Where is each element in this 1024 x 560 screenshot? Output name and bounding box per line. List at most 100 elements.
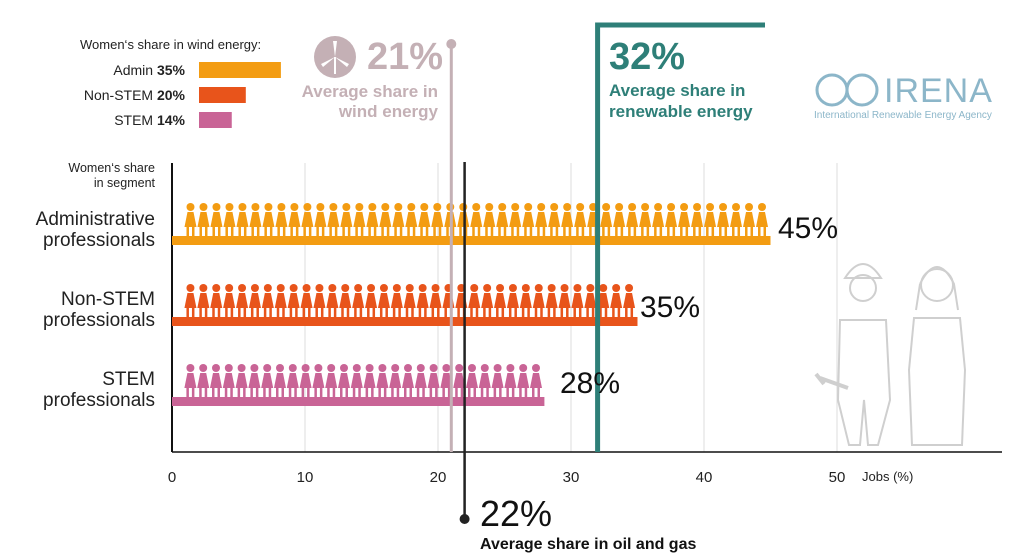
person-leg — [224, 388, 228, 398]
person-leg — [230, 308, 234, 318]
person-leg — [457, 308, 460, 318]
person-leg — [307, 388, 310, 398]
person-body — [457, 212, 470, 227]
person-leg — [490, 227, 494, 237]
person-leg — [365, 388, 369, 398]
person-head — [316, 203, 325, 211]
person-leg — [566, 308, 569, 318]
person-leg — [191, 227, 195, 237]
person-leg — [282, 308, 285, 318]
person-head — [732, 203, 741, 211]
wrench-icon — [814, 372, 849, 390]
category-label-line: professionals — [43, 230, 155, 251]
person-body — [481, 293, 494, 308]
person-leg — [685, 227, 689, 237]
person-leg — [352, 388, 356, 398]
person-leg — [420, 227, 423, 237]
person-body — [626, 212, 639, 227]
person-head — [532, 364, 540, 372]
wind-average-line2: wind energy — [338, 102, 438, 121]
person-head — [342, 203, 351, 211]
person-body — [210, 212, 223, 227]
person-leg — [199, 388, 202, 398]
person-head — [599, 284, 608, 292]
person-head — [340, 364, 348, 372]
category-label-line: Administrative — [35, 209, 155, 230]
woman-head-icon — [920, 268, 954, 302]
person-head — [612, 284, 621, 292]
person-leg — [367, 308, 370, 318]
person-leg — [411, 308, 414, 318]
person-leg — [540, 308, 543, 318]
person-body — [678, 212, 691, 227]
person-leg — [468, 388, 471, 398]
person-head — [277, 203, 286, 211]
person-leg — [524, 227, 527, 237]
person-body — [506, 293, 519, 308]
person-leg — [399, 227, 403, 237]
person-head — [329, 203, 338, 211]
person-head — [407, 203, 416, 211]
person-head — [328, 284, 337, 292]
person-head — [433, 203, 442, 211]
person-head — [576, 203, 585, 211]
person-head — [496, 284, 505, 292]
person-leg — [654, 227, 657, 237]
person-leg — [630, 308, 634, 318]
segment-title-line1: Women‘s share — [68, 161, 155, 175]
bar-0 — [172, 236, 771, 245]
person-leg — [186, 308, 189, 318]
person-leg — [381, 227, 384, 237]
person-leg — [537, 388, 540, 398]
person-head — [186, 364, 195, 372]
person-head — [394, 203, 403, 211]
person-leg — [250, 308, 254, 318]
person-leg — [379, 308, 383, 318]
wind-average-label: Average share in wind energy — [275, 82, 438, 122]
x-tick-label: 40 — [696, 469, 713, 486]
person-leg — [333, 308, 337, 318]
person-body — [392, 212, 405, 227]
person-leg — [358, 388, 361, 398]
person-leg — [459, 227, 462, 237]
person-leg — [455, 388, 458, 398]
person-body — [275, 212, 288, 227]
person-body — [610, 293, 623, 308]
person-leg — [560, 308, 564, 318]
person-leg — [422, 388, 425, 398]
person-leg — [424, 308, 427, 318]
person-leg — [659, 227, 663, 237]
person-leg — [314, 388, 317, 398]
person-body — [558, 293, 571, 308]
person-head — [276, 284, 285, 292]
person-body — [468, 293, 481, 308]
oilgas-average-value: 22% — [480, 493, 553, 534]
person-body — [504, 373, 517, 388]
person-leg — [442, 388, 445, 398]
person-leg — [269, 227, 273, 237]
person-leg — [646, 227, 650, 237]
person-leg — [446, 227, 449, 237]
person-body — [184, 373, 197, 388]
person-body — [532, 293, 545, 308]
person-body — [262, 212, 275, 227]
category-label-line: Non-STEM — [61, 289, 155, 310]
person-head — [641, 203, 650, 211]
person-body — [639, 212, 652, 227]
person-leg — [521, 308, 525, 318]
x-axis-label: Jobs (%) — [862, 469, 914, 484]
person-leg — [633, 227, 637, 237]
person-leg — [316, 227, 319, 237]
value-label-stem: 28% — [560, 367, 621, 400]
person-leg — [407, 227, 410, 237]
person-leg — [602, 227, 605, 237]
turbine-blades-icon — [321, 41, 349, 67]
person-leg — [418, 308, 422, 318]
person-leg — [328, 308, 331, 318]
person-body — [222, 373, 235, 388]
person-body — [390, 293, 403, 308]
legend-item-stem: STEM 14% — [75, 112, 185, 128]
person-body — [597, 293, 610, 308]
person-body — [366, 212, 379, 227]
renewable-average-value: 32% — [609, 36, 686, 78]
